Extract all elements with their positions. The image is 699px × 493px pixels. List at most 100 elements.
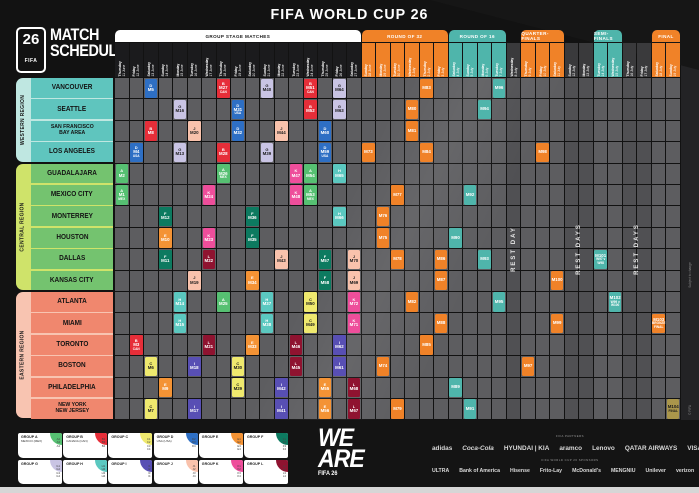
grid-cell: [448, 99, 463, 120]
grid-cell: [579, 120, 593, 142]
grid-cell: [521, 120, 535, 142]
grid-cell: [144, 227, 158, 249]
grid-cell: [492, 184, 506, 206]
grid-cell: [390, 313, 405, 334]
grid-cell: [173, 78, 187, 99]
match-cell-m97: M97: [521, 356, 535, 376]
grid-cell: [245, 163, 260, 184]
match-cell-m73: M73: [362, 142, 375, 163]
grid-cell: [361, 99, 376, 120]
grid-cell: [405, 398, 419, 420]
grid-cell: [332, 313, 347, 334]
match-cell-m29: C M29: [231, 378, 245, 398]
grid-cell: [666, 99, 680, 120]
grid-cell: [202, 99, 216, 120]
grid-cell: [463, 163, 477, 184]
grid-cell: [463, 356, 477, 377]
grid-cell: [361, 356, 376, 377]
grid-cell: [129, 356, 143, 377]
grid-cell: [216, 206, 231, 227]
grid-cell: [332, 249, 347, 270]
grid-cell: [637, 206, 651, 227]
grid-cell: [173, 184, 187, 206]
grid-cell: [622, 163, 637, 184]
grid-cell: [593, 377, 608, 398]
grid-cell: [637, 78, 651, 99]
grid-cell: [651, 184, 666, 206]
match-cell-m59: D M59 USA: [318, 142, 332, 163]
sponsor-bank-of-america: Bank of America: [459, 468, 500, 474]
match-cell-m9: E M9: [159, 378, 172, 398]
grid-cell: [144, 206, 158, 227]
city-label-vancouver: VANCOUVER: [31, 78, 113, 98]
grid-cell: [390, 206, 405, 227]
grid-cell: [144, 184, 158, 206]
grid-cell: [361, 120, 376, 142]
grid-cell: [274, 206, 289, 227]
grid-cell: [434, 356, 448, 377]
grid-cell: [535, 78, 550, 99]
grid-cell: [637, 249, 651, 270]
grid-cell: [347, 142, 361, 163]
grid-cell: [144, 270, 158, 291]
grid-cell: [129, 270, 143, 291]
date-header-19-July: Sunday 19 July: [666, 43, 680, 77]
emblem-26: 26: [22, 31, 40, 48]
match-cell-m53: A M53 MEX: [304, 185, 317, 205]
grid-cell: [274, 78, 289, 99]
grid-cell: [289, 313, 303, 334]
grid-cell: [187, 184, 202, 206]
grid-cell: [405, 227, 419, 249]
legend-card-group-h: GROUP H H1 H2 H3 H4: [63, 459, 108, 485]
grid-cell: [318, 313, 332, 334]
match-cell-m42: I M42: [275, 378, 288, 398]
grid-cell: [144, 334, 158, 356]
grid-cell: [303, 227, 318, 249]
grid-cell: [506, 398, 521, 420]
we-are-26-logo: WE ARE FIFA 26: [318, 424, 365, 477]
grid-cell: [448, 291, 463, 313]
grid-cell: [361, 270, 376, 291]
grid-cell: [593, 398, 608, 420]
grid-cell: [492, 249, 506, 270]
grid-cell: [115, 334, 129, 356]
grid-cell: [390, 356, 405, 377]
grid-cell: [637, 142, 651, 163]
grid-cell: [651, 206, 666, 227]
grid-cell: [158, 313, 173, 334]
grid-cell: [376, 99, 390, 120]
grid-cell: [448, 142, 463, 163]
grid-cell: [477, 270, 492, 291]
grid-cell: [129, 206, 143, 227]
grid-cell: [231, 270, 245, 291]
bottom-strip: [0, 487, 699, 493]
fifa-wordmark: FIFA: [24, 57, 38, 64]
grid-cell: [535, 377, 550, 398]
grid-cell: [564, 227, 579, 249]
grid-cell: [376, 249, 390, 270]
grid-cell: [535, 163, 550, 184]
grid-cell: [376, 377, 390, 398]
match-cell-m3: B M3 CAN: [130, 335, 143, 355]
grid-cell: [622, 313, 637, 334]
grid-cell: [608, 334, 622, 356]
grid-cell: [506, 78, 521, 99]
legend-card-group-j: GROUP J J1 J2 J3 J4: [153, 459, 198, 485]
grid-cell: [245, 291, 260, 313]
match-cell-m7: C M7: [144, 399, 158, 419]
grid-cell: [260, 163, 274, 184]
region-label: CENTRAL REGION: [20, 202, 26, 252]
grid-cell: [202, 120, 216, 142]
grid-cell: [260, 249, 274, 270]
match-cell-m76: M76: [376, 206, 390, 227]
grid-cell: [448, 184, 463, 206]
grid-cell: [666, 356, 680, 377]
grid-cell: [550, 184, 564, 206]
match-cell-m61: I M61: [333, 356, 346, 376]
grid-cell: [361, 184, 376, 206]
grid-cell: [144, 249, 158, 270]
grid-cell: [579, 142, 593, 163]
legend-card-group-i: GROUP I I1 I2 I3 I4: [108, 459, 153, 485]
grid-cell: [608, 398, 622, 420]
grid-cell: [506, 184, 521, 206]
